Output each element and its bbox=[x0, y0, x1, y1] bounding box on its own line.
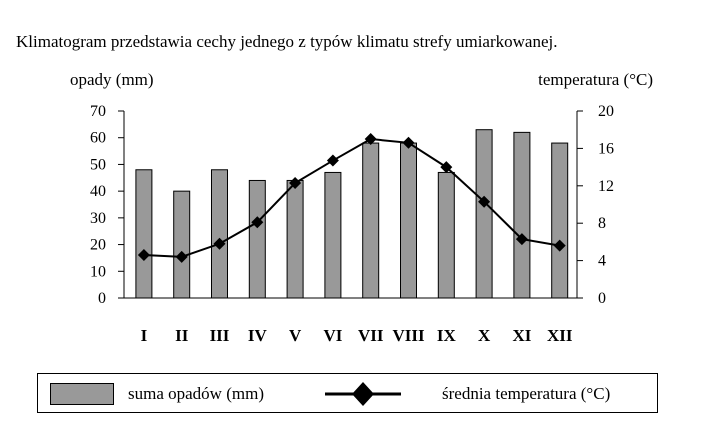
temperature-point bbox=[440, 161, 453, 174]
right-axis-label: temperatura (°C) bbox=[538, 70, 653, 89]
left-tick-label: 30 bbox=[90, 210, 106, 227]
precipitation-bar bbox=[513, 131, 531, 299]
chart-title: Klimatogram przedstawia cechy jednego z … bbox=[16, 32, 558, 51]
legend-bar-swatch bbox=[50, 383, 114, 405]
precipitation-bar bbox=[211, 169, 228, 299]
right-tick-label: 12 bbox=[598, 178, 614, 195]
right-tick-label: 8 bbox=[598, 215, 606, 232]
precipitation-bar bbox=[135, 169, 153, 299]
left-tick-label: 0 bbox=[98, 290, 106, 307]
month-label: VI bbox=[323, 326, 342, 345]
month-label: I bbox=[141, 326, 148, 345]
right-tick-label: 20 bbox=[598, 103, 614, 120]
left-axis-label: opady (mm) bbox=[70, 70, 154, 89]
temperature-point bbox=[553, 239, 566, 252]
temperature-point bbox=[175, 250, 188, 263]
month-label: IX bbox=[437, 326, 457, 345]
right-tick-label: 0 bbox=[598, 290, 606, 307]
legend-bars-label: suma opadów (mm) bbox=[128, 384, 264, 403]
temperature-point bbox=[213, 237, 226, 250]
precipitation-bar bbox=[248, 179, 266, 299]
left-tick-label: 10 bbox=[90, 263, 106, 280]
legend-line-symbol bbox=[325, 382, 401, 406]
temperature-point bbox=[326, 154, 339, 167]
left-tick-label: 60 bbox=[90, 130, 106, 147]
left-tick-label: 40 bbox=[90, 183, 106, 200]
temperature-point bbox=[251, 216, 264, 229]
month-label: III bbox=[210, 326, 230, 345]
temperature-line bbox=[143, 138, 560, 258]
right-tick-label: 4 bbox=[598, 253, 606, 270]
precipitation-bar bbox=[400, 142, 417, 299]
temperature-point bbox=[289, 176, 302, 189]
temperature-point bbox=[402, 136, 415, 149]
temperature-point bbox=[515, 233, 528, 246]
month-label: IV bbox=[248, 326, 268, 345]
month-label: VIII bbox=[392, 326, 425, 345]
temperature-point bbox=[478, 195, 491, 208]
precipitation-bar bbox=[475, 129, 493, 299]
month-label: VII bbox=[358, 326, 384, 345]
temperature-point bbox=[137, 248, 150, 261]
month-label: XI bbox=[512, 326, 531, 345]
legend-line-label: średnia temperatura (°C) bbox=[442, 384, 611, 403]
legend: suma opadów (mm) średnia temperatura (°C… bbox=[37, 373, 658, 413]
month-label: V bbox=[289, 326, 302, 345]
right-tick-label: 16 bbox=[598, 140, 614, 157]
precipitation-bar bbox=[324, 171, 342, 299]
month-label: X bbox=[478, 326, 491, 345]
precipitation-bar bbox=[551, 142, 569, 299]
precipitation-bar bbox=[286, 179, 304, 299]
precipitation-bar bbox=[437, 171, 455, 299]
precipitation-bar bbox=[362, 142, 380, 299]
left-tick-label: 20 bbox=[90, 237, 106, 254]
month-label: II bbox=[175, 326, 189, 345]
left-tick-label: 70 bbox=[90, 103, 106, 120]
precipitation-bar bbox=[173, 190, 191, 299]
temperature-point bbox=[364, 133, 377, 146]
left-tick-label: 50 bbox=[90, 156, 106, 173]
month-label: XII bbox=[547, 326, 573, 345]
